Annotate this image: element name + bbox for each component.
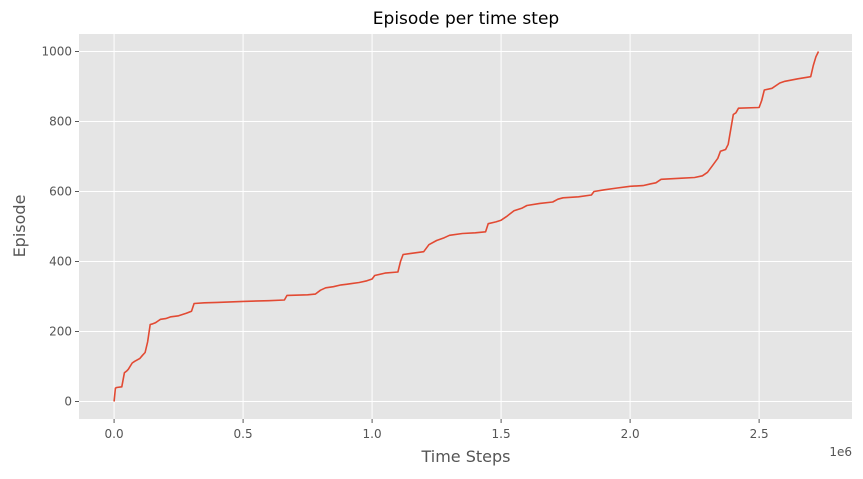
y-tick-label: 800: [49, 115, 72, 129]
x-tick-label: 0.0: [105, 427, 124, 441]
y-tick-label: 600: [49, 185, 72, 199]
y-tick-label: 400: [49, 255, 72, 269]
x-tick-label: 1.5: [492, 427, 511, 441]
y-axis: 0 200 400 600 800 1000: [41, 45, 79, 409]
x-tick-label: 2.5: [750, 427, 769, 441]
plot-background: [79, 34, 852, 419]
x-tick-label: 1.0: [363, 427, 382, 441]
x-tick-label: 2.0: [621, 427, 640, 441]
x-axis-title: Time Steps: [420, 447, 510, 466]
grid: [79, 34, 852, 419]
series-line: [113, 51, 820, 402]
chart-title: Episode per time step: [373, 9, 559, 29]
y-tick-label: 1000: [41, 45, 72, 59]
y-tick-label: 200: [49, 325, 72, 339]
x-offset-label: 1e6: [829, 445, 852, 459]
x-tick-label: 0.5: [234, 427, 253, 441]
y-axis-title: Episode: [10, 195, 29, 258]
x-axis: 0.0 0.5 1.0 1.5 2.0 2.5: [105, 419, 769, 441]
y-tick-label: 0: [64, 395, 72, 409]
